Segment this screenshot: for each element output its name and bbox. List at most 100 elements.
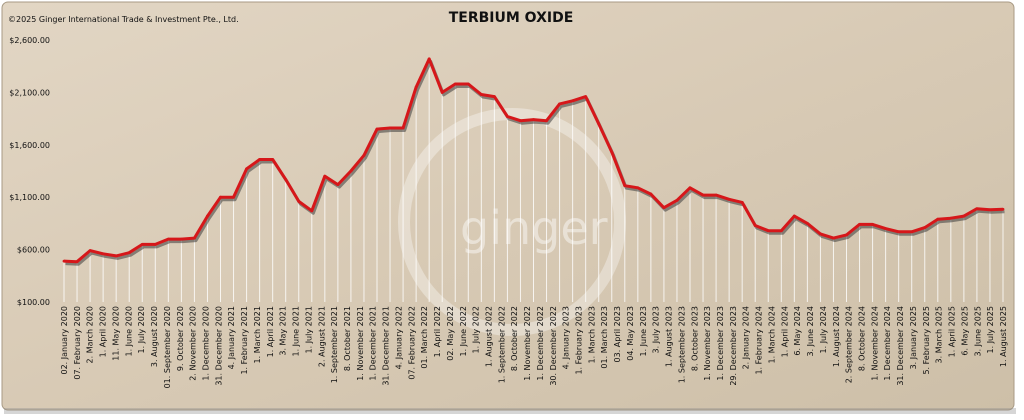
x-tick-label: 1. April 2025 bbox=[948, 306, 957, 357]
data-point bbox=[271, 158, 275, 161]
data-point bbox=[805, 222, 809, 225]
x-tick-label: 8. October 2021 bbox=[343, 306, 352, 371]
x-tick-label: 2. November 2020 bbox=[189, 306, 198, 381]
data-point bbox=[910, 230, 914, 234]
x-tick-label: 8. October 2024 bbox=[858, 306, 867, 371]
data-point bbox=[884, 227, 888, 231]
x-tick-label: 5. February 2025 bbox=[922, 306, 931, 375]
data-point bbox=[466, 82, 470, 86]
data-point bbox=[193, 236, 196, 240]
y-tick-label: $2,600.00 bbox=[9, 36, 50, 45]
x-tick-label: 31. December 2024 bbox=[896, 306, 905, 386]
data-point bbox=[766, 229, 770, 233]
y-axis: $100.00 $600.00 $1,100.00 $1,600.00 $2,100.0… bbox=[9, 36, 50, 307]
data-point bbox=[792, 214, 796, 218]
data-point bbox=[649, 192, 653, 196]
data-point bbox=[127, 251, 131, 255]
x-tick-label: 4. January 2022 bbox=[394, 306, 403, 369]
x-tick-label: 01. September 2020 bbox=[163, 306, 172, 388]
y-tick-label: $600.00 bbox=[17, 246, 50, 255]
data-point bbox=[284, 177, 288, 181]
x-tick-label: 31. December 2020 bbox=[214, 306, 223, 386]
x-tick-label: 29. December 2023 bbox=[729, 306, 738, 386]
y-tick-label: $1,600.00 bbox=[9, 141, 50, 150]
x-tick-label: 02. January 2020 bbox=[60, 306, 69, 375]
x-axis: 02. January 2020 07. February 2020 2. Marc… bbox=[60, 306, 1008, 388]
data-point bbox=[740, 201, 744, 204]
x-tick-label: 1. December 2021 bbox=[369, 306, 378, 381]
data-point bbox=[832, 236, 835, 240]
data-point bbox=[440, 91, 444, 94]
data-point bbox=[153, 242, 157, 246]
x-tick-label: 1. April 2021 bbox=[266, 306, 275, 357]
data-point bbox=[819, 232, 822, 236]
y-tick-label: $2,100.00 bbox=[9, 88, 50, 97]
x-tick-label: 8. October 2022 bbox=[510, 306, 519, 371]
data-point bbox=[427, 57, 431, 61]
x-tick-label: 1. April 2024 bbox=[780, 306, 789, 357]
data-point bbox=[675, 198, 679, 202]
chart-background bbox=[1, 1, 1015, 411]
x-tick-label: 4. January 2023 bbox=[562, 306, 571, 369]
x-tick-label: 1. November 2022 bbox=[523, 306, 532, 381]
x-tick-label: 3. June 2025 bbox=[973, 306, 982, 357]
data-point bbox=[532, 118, 535, 122]
x-tick-label: 1. December 2024 bbox=[883, 306, 892, 381]
x-tick-label: 1. July 2025 bbox=[986, 306, 995, 353]
data-point bbox=[62, 259, 66, 263]
chart-shadow-edge bbox=[4, 408, 1016, 414]
data-point bbox=[779, 229, 783, 233]
x-tick-label: 2. August 2021 bbox=[317, 306, 326, 367]
x-tick-label: 03. April 2023 bbox=[613, 306, 622, 362]
data-point bbox=[623, 184, 627, 188]
data-point bbox=[101, 252, 105, 256]
x-tick-label: 1. April 2022 bbox=[433, 306, 442, 357]
data-point bbox=[310, 209, 314, 213]
data-point bbox=[923, 226, 927, 229]
x-tick-label: 3. July 2023 bbox=[652, 306, 661, 353]
copyright-text: ©2025 Ginger International Trade & Inves… bbox=[8, 15, 239, 24]
data-point bbox=[688, 186, 692, 190]
series-line-shadow bbox=[65, 59, 1005, 266]
y-tick-label: $1,100.00 bbox=[9, 193, 50, 202]
x-tick-label: 8. October 2023 bbox=[690, 306, 699, 371]
x-tick-label: 1. June 2023 bbox=[639, 306, 648, 357]
data-point bbox=[610, 150, 614, 154]
data-point bbox=[701, 193, 705, 197]
x-tick-label: 07. February 2022 bbox=[407, 306, 416, 380]
data-point bbox=[871, 223, 874, 226]
x-tick-label: 1. July 2022 bbox=[472, 306, 481, 353]
data-point bbox=[753, 224, 757, 227]
x-tick-label: 1. November 2024 bbox=[870, 306, 879, 381]
data-point bbox=[179, 237, 183, 241]
data-point bbox=[232, 195, 235, 199]
x-tick-label: 1. November 2023 bbox=[703, 306, 712, 381]
x-tick-label: 1. February 2021 bbox=[240, 306, 249, 375]
x-tick-label: 3. May 2021 bbox=[279, 306, 288, 356]
data-point bbox=[545, 119, 548, 123]
data-point bbox=[1001, 207, 1005, 211]
x-tick-label: 2. January 2024 bbox=[742, 306, 751, 369]
data-point bbox=[571, 99, 575, 103]
data-point bbox=[336, 183, 340, 187]
x-tick-label: 1. August 2024 bbox=[832, 306, 841, 367]
x-tick-label: 30. December 2022 bbox=[549, 306, 558, 386]
x-tick-label: 1. August 2025 bbox=[999, 306, 1008, 367]
data-point bbox=[558, 102, 561, 106]
x-tick-label: 1. February 2024 bbox=[755, 306, 764, 375]
x-tick-label: 07. February 2020 bbox=[73, 306, 82, 380]
data-point bbox=[414, 85, 418, 89]
data-point bbox=[140, 242, 144, 246]
x-tick-label: 1. March 2024 bbox=[767, 306, 776, 363]
x-tick-label: 31. December 2021 bbox=[382, 306, 391, 386]
data-point bbox=[845, 233, 848, 237]
data-point bbox=[492, 95, 496, 98]
x-tick-label: 6. May 2025 bbox=[960, 306, 969, 356]
watermark-ring bbox=[398, 108, 626, 336]
x-tick-label: 3. June 2024 bbox=[806, 306, 815, 357]
x-tick-label: 1. December 2022 bbox=[536, 306, 545, 381]
x-tick-label: 01. March 2023 bbox=[600, 306, 609, 369]
x-tick-label: 1. December 2023 bbox=[716, 306, 725, 381]
x-tick-label: 1. September 2023 bbox=[677, 306, 686, 383]
data-point bbox=[219, 195, 222, 199]
